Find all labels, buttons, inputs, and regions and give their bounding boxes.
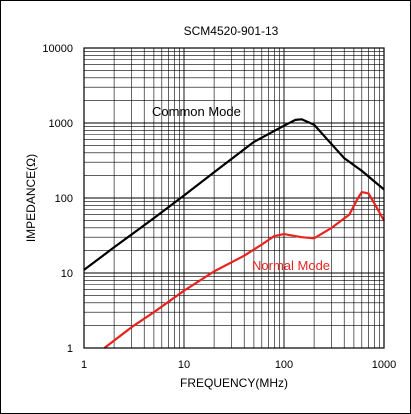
- series-line-normal-mode: [103, 191, 385, 349]
- y-tick-labels: 1 10 100 1000 10000: [42, 43, 73, 355]
- x-tick-label: 1: [81, 359, 87, 371]
- y-tick-label: 1000: [49, 118, 73, 130]
- plot-area-border: [83, 47, 385, 349]
- x-tick-labels: 1 10 100 1000: [81, 359, 396, 371]
- y-axis-title: IMPEDANCE(Ω): [24, 154, 38, 242]
- grid: [84, 48, 384, 348]
- chart-title: SCM4520-901-13: [184, 24, 279, 38]
- series-label-common-mode: Common Mode: [152, 104, 241, 119]
- x-tick-label: 1000: [372, 359, 396, 371]
- x-axis-title: FREQUENCY(MHz): [180, 376, 288, 390]
- y-tick-label: 10000: [42, 43, 73, 55]
- series-lines: [83, 118, 385, 349]
- x-tick-label: 100: [275, 359, 293, 371]
- series-line-common-mode: [83, 118, 385, 271]
- x-tick-label: 10: [178, 359, 190, 371]
- y-tick-label: 1: [67, 343, 73, 355]
- y-tick-label: 100: [55, 193, 73, 205]
- series-label-normal-mode: Normal Mode: [252, 258, 330, 273]
- y-tick-label: 10: [61, 268, 73, 280]
